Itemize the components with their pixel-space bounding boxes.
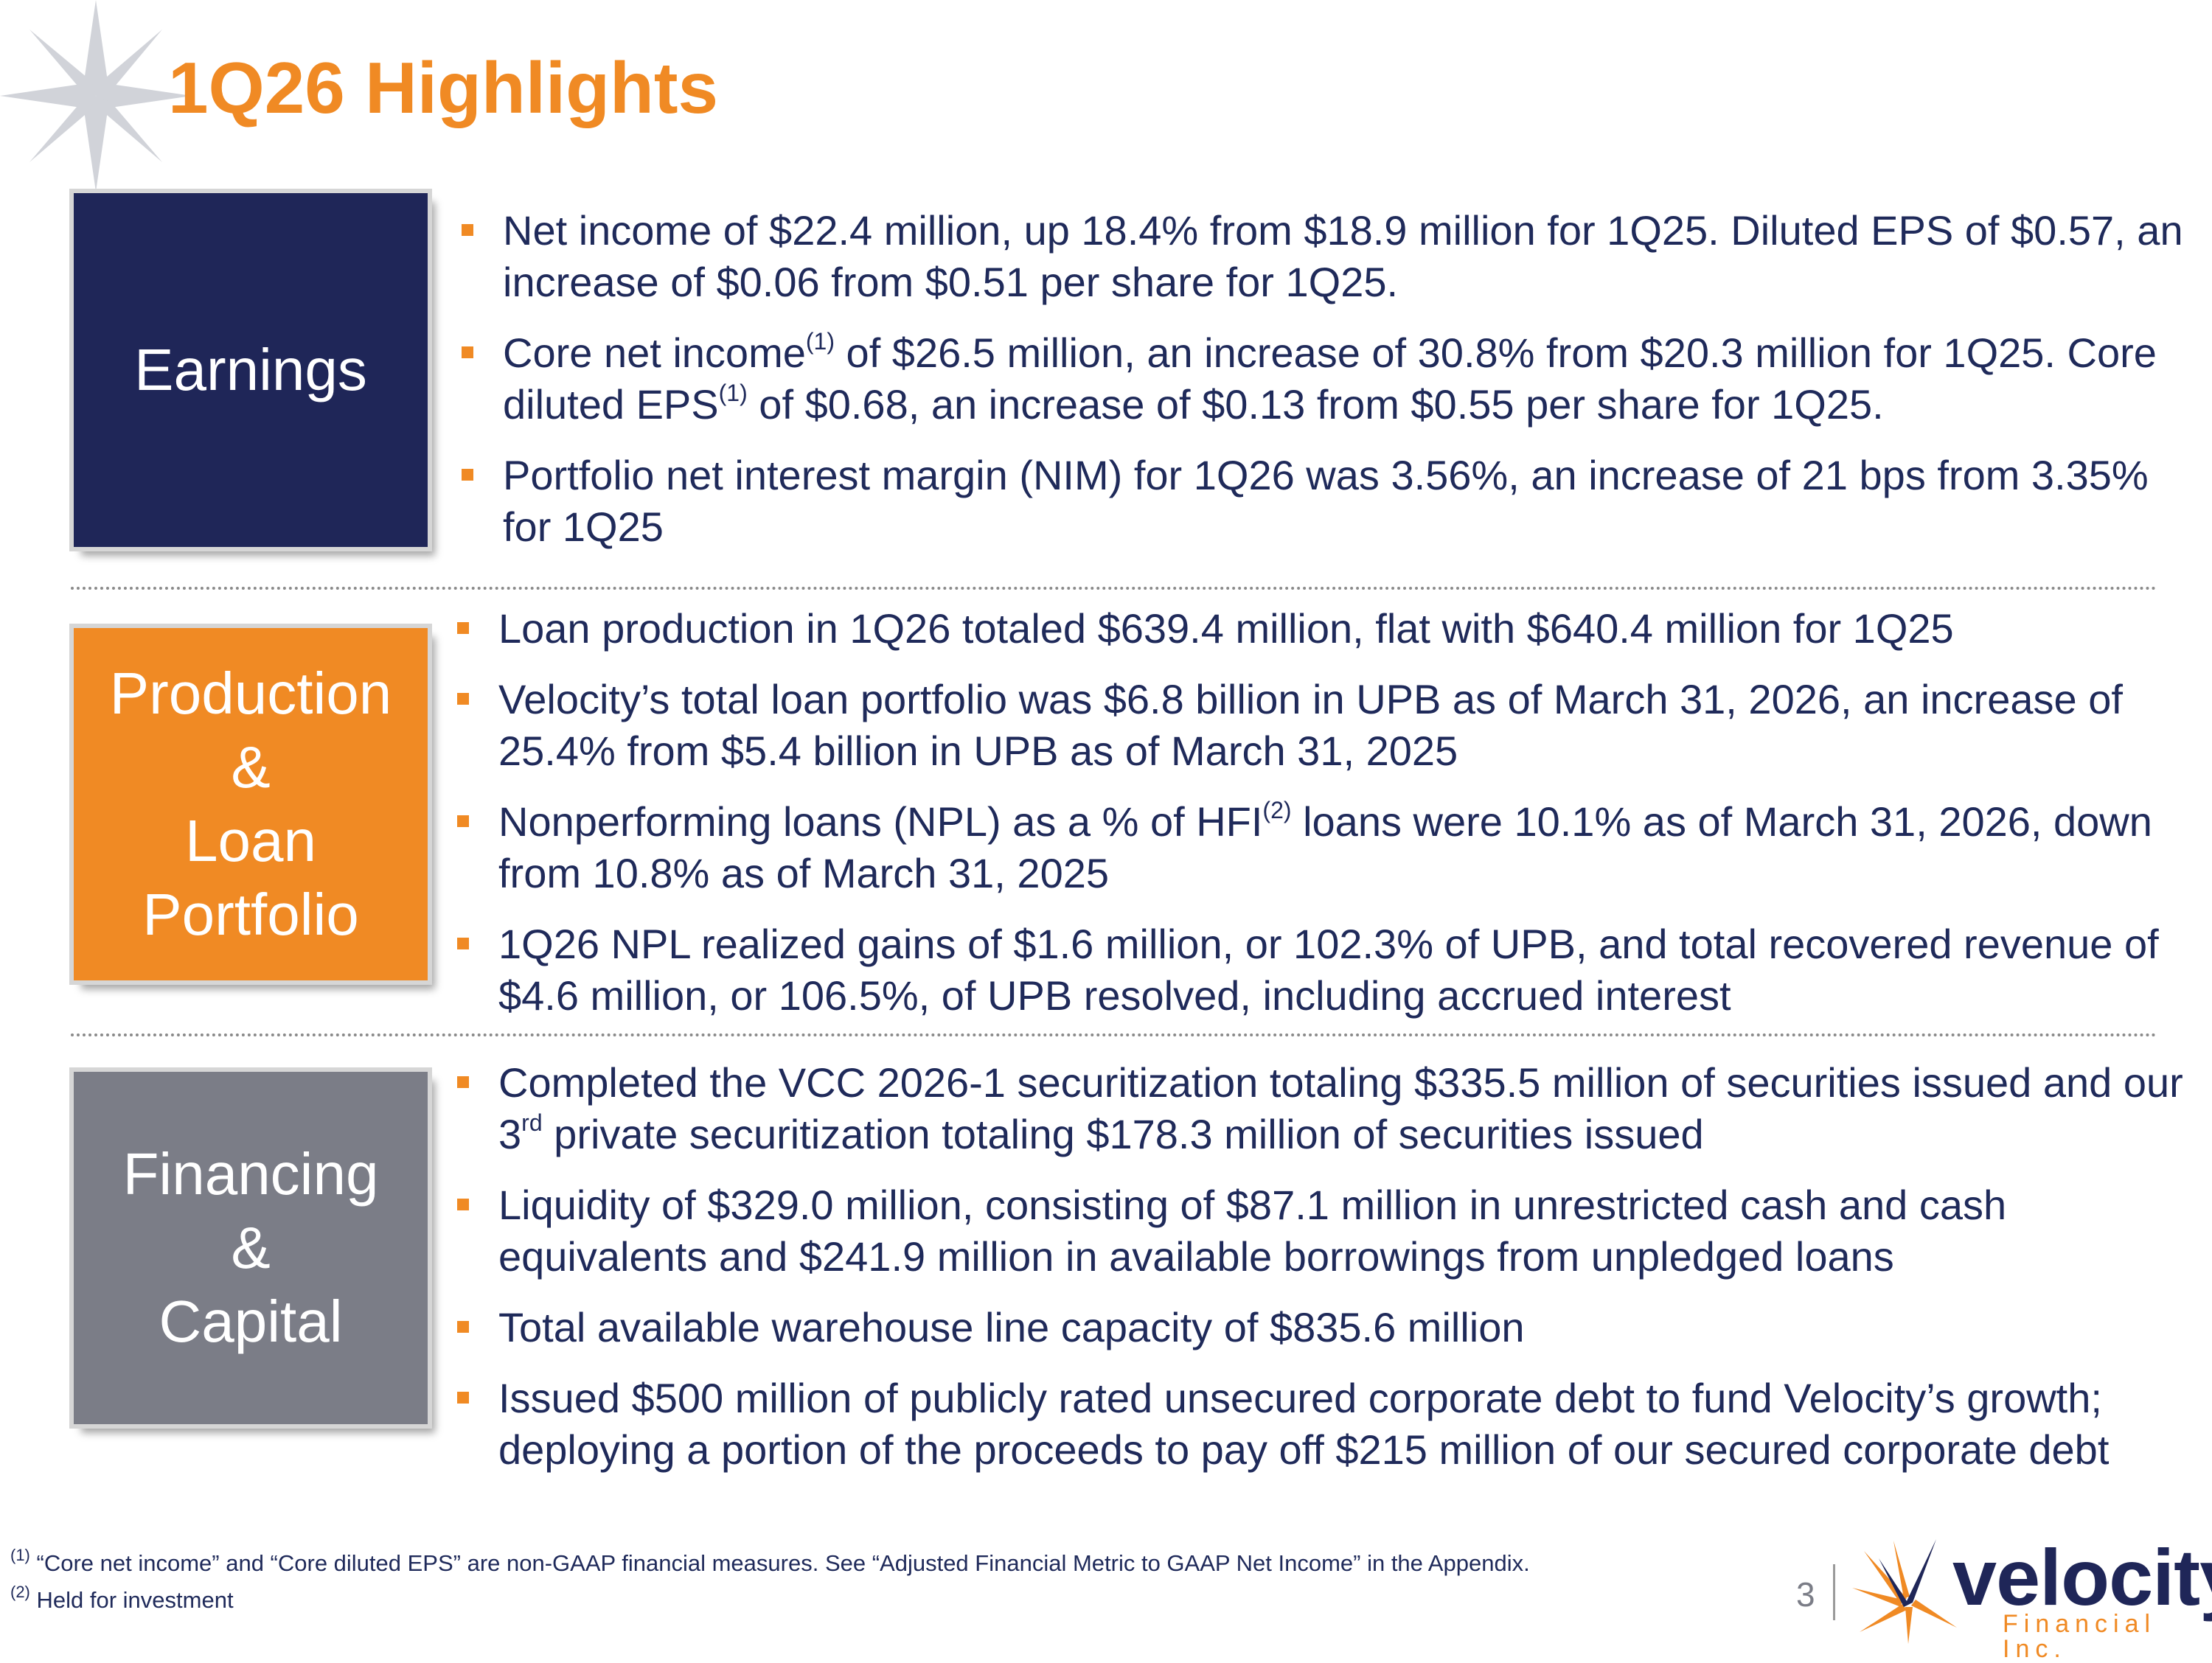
bullet-text: Completed the VCC 2026-1 securitization … (498, 1059, 2183, 1157)
bullet-text: Velocity’s total loan portfolio was $6.8… (498, 676, 2123, 774)
bullet-marker-icon (457, 815, 469, 827)
bullet-text: Issued $500 million of publicly rated un… (498, 1375, 2110, 1473)
bullet-item: Nonperforming loans (NPL) as a % of HFI(… (457, 796, 2197, 899)
footnote-ref: (2) (1262, 797, 1292, 823)
bullet-item: Issued $500 million of publicly rated un… (457, 1373, 2197, 1476)
velocity-star-logo-icon (1852, 1539, 1957, 1644)
financing-bullet-list: Completed the VCC 2026-1 securitization … (457, 1057, 2197, 1476)
bullet-marker-icon (457, 1199, 469, 1210)
footnote-2: (2) Held for investment (10, 1582, 1530, 1619)
footnote-text: “Core net income” and “Core diluted EPS”… (29, 1550, 1530, 1576)
bullet-item: Total available warehouse line capacity … (457, 1302, 2197, 1353)
bullet-text: Portfolio net interest margin (NIM) for … (503, 452, 2149, 550)
bullet-item: Velocity’s total loan portfolio was $6.8… (457, 674, 2197, 777)
bullet-item: Core net income(1) of $26.5 million, an … (462, 327, 2202, 430)
bullet-item: Completed the VCC 2026-1 securitization … (457, 1057, 2197, 1160)
bullet-marker-icon (457, 1321, 469, 1333)
superscript: rd (521, 1109, 543, 1136)
earnings-bullet-list: Net income of $22.4 million, up 18.4% fr… (462, 205, 2202, 553)
bullet-text: Liquidity of $329.0 million, consisting … (498, 1182, 2007, 1280)
bullet-text: 1Q26 NPL realized gains of $1.6 million,… (498, 921, 2159, 1019)
footnote-text: Held for investment (29, 1587, 234, 1613)
bullet-text: Nonperforming loans (NPL) as a % of HFI (498, 798, 1263, 845)
footnote-ref: (1) (718, 380, 748, 406)
bullet-text: private securitization totaling $178.3 m… (542, 1111, 1704, 1157)
logo-wordmark: velocity (1952, 1533, 2212, 1622)
bullet-marker-icon (457, 1392, 469, 1404)
bullet-item: 1Q26 NPL realized gains of $1.6 million,… (457, 918, 2197, 1022)
bullet-text: Core net income (503, 330, 806, 376)
bullet-text: Net income of $22.4 million, up 18.4% fr… (503, 207, 2183, 305)
section-divider (71, 587, 2157, 590)
earnings-label-box: Earnings (74, 193, 428, 547)
compass-star-icon (0, 0, 192, 192)
section-divider (71, 1033, 2157, 1036)
footnote-mark: (2) (10, 1583, 30, 1601)
page-title: 1Q26 Highlights (168, 47, 719, 128)
production-bullet-list: Loan production in 1Q26 totaled $639.4 m… (457, 603, 2197, 1022)
bullet-text: of $0.68, an increase of $0.13 from $0.5… (747, 381, 1884, 428)
bullet-marker-icon (457, 693, 469, 705)
footnote-ref: (1) (805, 328, 835, 355)
bullet-text: Total available warehouse line capacity … (498, 1304, 1525, 1350)
bullet-marker-icon (457, 622, 469, 634)
page-number-separator (1833, 1564, 1835, 1620)
bullet-marker-icon (457, 1076, 469, 1088)
bullet-text: Loan production in 1Q26 totaled $639.4 m… (498, 605, 1954, 652)
bullet-marker-icon (462, 469, 473, 481)
bullet-marker-icon (457, 938, 469, 949)
production-loan-portfolio-label-box: Production & Loan Portfolio (74, 628, 428, 980)
bullet-item: Loan production in 1Q26 totaled $639.4 m… (457, 603, 2197, 655)
logo-subtitle: Financial Inc. (2003, 1610, 2157, 1663)
bullet-marker-icon (462, 346, 473, 358)
bullet-item: Portfolio net interest margin (NIM) for … (462, 450, 2202, 553)
financing-capital-label-box: Financing & Capital (74, 1072, 428, 1424)
bullet-text: of $26.5 million, an increase of 30.8% f… (503, 330, 2157, 428)
footnote-mark: (1) (10, 1546, 30, 1564)
page-number: 3 (1796, 1575, 1815, 1614)
bullet-item: Liquidity of $329.0 million, consisting … (457, 1179, 2197, 1283)
bullet-text: loans were 10.1% as of March 31, 2026, d… (498, 798, 2152, 896)
bullet-item: Net income of $22.4 million, up 18.4% fr… (462, 205, 2202, 308)
bullet-marker-icon (462, 224, 473, 236)
footnote-1: (1) “Core net income” and “Core diluted … (10, 1545, 1530, 1582)
footnotes: (1) “Core net income” and “Core diluted … (10, 1545, 1530, 1619)
